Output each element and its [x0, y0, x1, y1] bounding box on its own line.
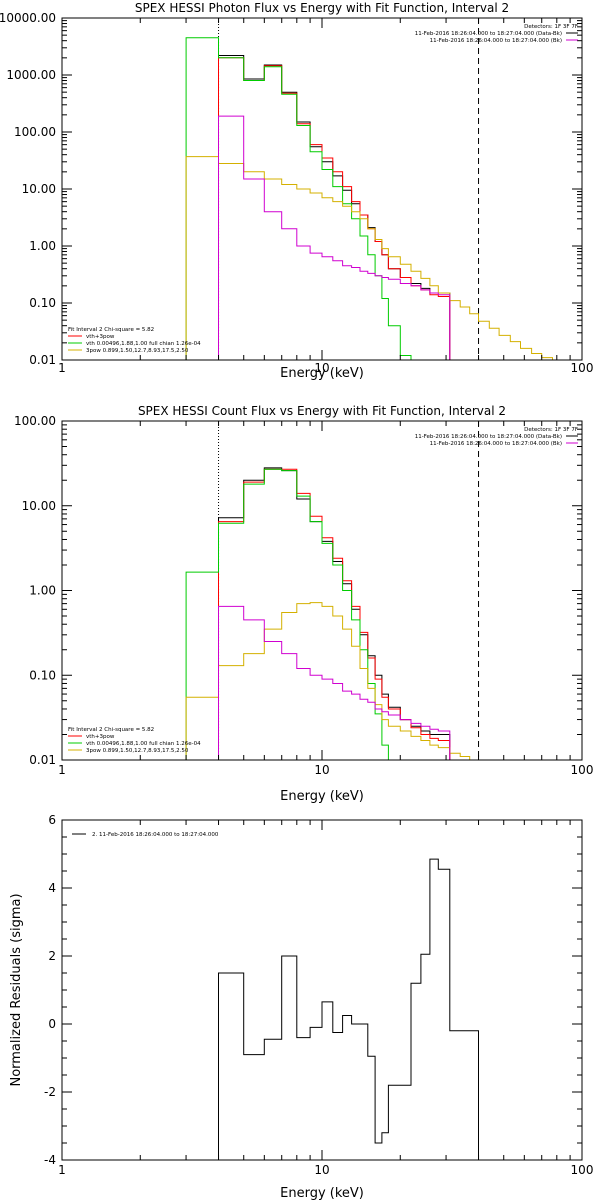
y-tick-label: 10.00 [22, 182, 56, 196]
series-1-line [218, 55, 451, 360]
chart-3: 1 10 100 -4 -2 0 2 4 6 Energy (keV) Normalized Res… [9, 813, 593, 1200]
legend-header: Detectors: 1F 3F 7F [524, 24, 578, 30]
x-tick-label: 10 [314, 361, 329, 375]
legend-entry: vth+3pow [86, 334, 115, 340]
legend-header: Fit Interval 2 Chi-square = 5.82 [68, 727, 154, 733]
legend-entry: 11-Feb-2016 18:26:04.000 to 18:27:04.000… [415, 434, 562, 440]
legend-entry: 3pow 0.899,1.50,12.7,8.93,17.5,2.50 [86, 348, 189, 354]
chart-1: SPEX HESSI Photon Flux vs Energy with Fi… [0, 1, 593, 381]
y-tick-label: 6 [48, 813, 56, 827]
y-tick-label: 0.01 [29, 353, 56, 367]
series-3-line [185, 37, 412, 360]
legend-entry: 11-Feb-2016 18:26:04.000 to 18:27:04.000… [415, 31, 562, 37]
x-tick-label: 1 [58, 763, 66, 777]
y-tick-label: -2 [44, 1085, 56, 1099]
x-axis-label: Energy (keV) [280, 1186, 364, 1200]
y-tick-label: 0.01 [29, 753, 56, 767]
series-4-line [185, 156, 564, 360]
series-group [218, 858, 479, 1160]
y-axis-label: Normalized Residuals (sigma) [9, 893, 24, 1086]
legend-entry: 3pow 0.899,1.50,12.7,8.93,17.5,2.50 [86, 748, 189, 754]
y-tick-label: 1000.00 [6, 68, 56, 82]
plot-frame [61, 17, 583, 361]
legend-entry: vth 0.00496,1.88,1.00 full chian 1.26e-0… [86, 741, 201, 747]
x-tick-label: 1 [58, 1163, 66, 1177]
legend-entry: 11-Feb-2016 18:26:04.000 to 18:27:04.000… [430, 38, 562, 44]
legend-entry: vth+3pow [86, 734, 115, 740]
series-group [185, 37, 564, 360]
series-5-line [218, 605, 451, 760]
legend-entry: vth 0.00496,1.88,1.00 full chian 1.26e-0… [86, 341, 201, 347]
y-tick-label: 0.10 [29, 296, 56, 310]
series-5-line [218, 115, 451, 360]
y-tick-label: 0 [48, 1017, 56, 1031]
y-tick-label: 10.00 [22, 499, 56, 513]
x-tick-label: 10 [314, 763, 329, 777]
legend-header: Fit Interval 2 Chi-square = 5.82 [68, 327, 154, 333]
y-tick-label: 0.10 [29, 668, 56, 682]
x-tick-label: 100 [571, 1163, 594, 1177]
x-tick-label: 100 [571, 763, 594, 777]
y-tick-label: 1.00 [29, 239, 56, 253]
y-tick-label: -4 [44, 1153, 56, 1167]
x-axis-label: Energy (keV) [280, 366, 364, 381]
legend-header: Detectors: 1F 3F 7F [524, 427, 578, 433]
plot-frame [61, 819, 583, 1161]
y-tick-label: 100.00 [14, 414, 56, 428]
chart-title: SPEX HESSI Count Flux vs Energy with Fit… [138, 404, 506, 418]
series-1-line [218, 858, 479, 1160]
y-tick-label: 1.00 [29, 584, 56, 598]
plot-frame [61, 420, 583, 761]
legend-entry: 11-Feb-2016 18:26:04.000 to 18:27:04.000… [430, 441, 562, 447]
x-axis-label: Energy (keV) [280, 789, 364, 804]
legend-entry: 2. 11-Feb-2016 18:26:04.000 to 18:27:04.… [92, 832, 219, 838]
series-1-line [218, 467, 451, 760]
chart-title: SPEX HESSI Photon Flux vs Energy with Fi… [135, 1, 509, 15]
series-2-line [218, 468, 451, 760]
x-tick-label: 1 [58, 361, 66, 375]
series-4-line [185, 602, 490, 760]
series-2-line [218, 57, 451, 360]
x-tick-label: 100 [571, 361, 594, 375]
y-tick-label: 4 [48, 881, 56, 895]
y-tick-label: 2 [48, 949, 56, 963]
y-tick-label: 100.00 [14, 125, 56, 139]
series-group [185, 467, 490, 760]
chart-2: SPEX HESSI Count Flux vs Energy with Fit… [14, 404, 593, 804]
x-tick-label: 10 [314, 1163, 329, 1177]
y-tick-label: 10000.00 [0, 11, 56, 25]
